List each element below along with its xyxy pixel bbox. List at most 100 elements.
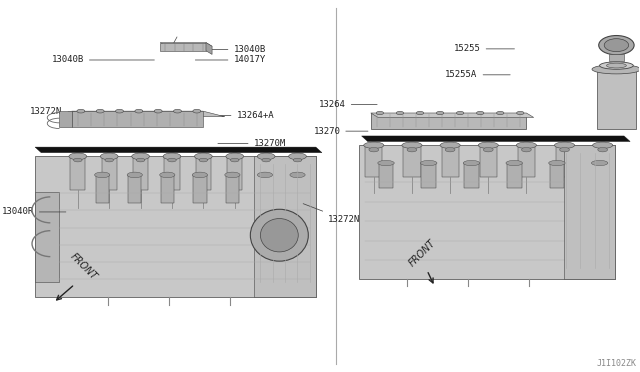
Ellipse shape (516, 111, 524, 115)
Polygon shape (371, 113, 534, 118)
Polygon shape (379, 163, 394, 188)
Text: 13264+A: 13264+A (202, 111, 274, 120)
Ellipse shape (456, 111, 464, 115)
Ellipse shape (154, 109, 162, 113)
Polygon shape (70, 156, 85, 190)
Ellipse shape (604, 39, 628, 52)
Text: FRONT: FRONT (408, 238, 438, 268)
Polygon shape (507, 163, 522, 188)
Polygon shape (290, 156, 305, 190)
Polygon shape (564, 145, 615, 279)
Text: 13264: 13264 (319, 100, 377, 109)
Polygon shape (193, 175, 207, 203)
Text: 15255A: 15255A (445, 70, 510, 79)
Ellipse shape (260, 218, 298, 252)
Polygon shape (609, 54, 624, 61)
Ellipse shape (522, 147, 531, 152)
Ellipse shape (192, 172, 207, 178)
Ellipse shape (378, 160, 394, 166)
Polygon shape (227, 156, 243, 190)
Ellipse shape (95, 172, 110, 178)
Polygon shape (259, 156, 274, 190)
Polygon shape (35, 192, 60, 282)
Ellipse shape (483, 147, 493, 152)
Polygon shape (160, 42, 212, 46)
Polygon shape (72, 111, 203, 128)
Text: 13270: 13270 (314, 126, 368, 136)
Ellipse shape (369, 147, 379, 152)
Polygon shape (160, 42, 206, 51)
Polygon shape (421, 163, 436, 188)
Ellipse shape (497, 111, 504, 115)
Polygon shape (592, 163, 607, 188)
Ellipse shape (591, 160, 608, 166)
Polygon shape (259, 175, 272, 203)
Polygon shape (35, 147, 322, 153)
Ellipse shape (132, 153, 149, 160)
Ellipse shape (364, 142, 384, 148)
Text: FRONT: FRONT (68, 252, 99, 282)
Ellipse shape (250, 209, 308, 261)
Ellipse shape (136, 158, 145, 162)
Polygon shape (291, 175, 304, 203)
Polygon shape (133, 156, 148, 190)
Polygon shape (196, 156, 211, 190)
Ellipse shape (463, 160, 480, 166)
Ellipse shape (376, 111, 383, 115)
Polygon shape (206, 42, 212, 54)
Ellipse shape (478, 142, 499, 148)
Polygon shape (403, 145, 420, 177)
Polygon shape (556, 145, 573, 177)
Ellipse shape (293, 158, 302, 162)
Polygon shape (226, 175, 239, 203)
Ellipse shape (230, 158, 239, 162)
Text: 13272N: 13272N (303, 204, 360, 224)
Ellipse shape (402, 142, 422, 148)
Ellipse shape (96, 109, 104, 113)
Polygon shape (102, 156, 117, 190)
Ellipse shape (193, 109, 201, 113)
Ellipse shape (257, 172, 273, 178)
Ellipse shape (257, 153, 275, 160)
Ellipse shape (440, 142, 460, 148)
Ellipse shape (173, 109, 182, 113)
Ellipse shape (289, 153, 307, 160)
Ellipse shape (516, 142, 536, 148)
Ellipse shape (168, 158, 176, 162)
Text: 13040R: 13040R (2, 208, 66, 217)
Polygon shape (254, 156, 316, 297)
Ellipse shape (74, 158, 82, 162)
Polygon shape (60, 111, 72, 128)
Ellipse shape (195, 153, 212, 160)
Polygon shape (362, 136, 630, 141)
Ellipse shape (600, 62, 633, 69)
Ellipse shape (160, 172, 175, 178)
Ellipse shape (598, 36, 634, 55)
Ellipse shape (548, 160, 565, 166)
Ellipse shape (598, 147, 607, 152)
Ellipse shape (225, 172, 240, 178)
Text: 13270M: 13270M (218, 139, 286, 148)
Ellipse shape (69, 153, 86, 160)
Ellipse shape (417, 111, 424, 115)
Ellipse shape (290, 172, 305, 178)
Text: 13040B: 13040B (204, 45, 266, 54)
Ellipse shape (127, 172, 142, 178)
Ellipse shape (226, 153, 244, 160)
Ellipse shape (199, 158, 207, 162)
Ellipse shape (477, 111, 484, 115)
Ellipse shape (396, 111, 404, 115)
Ellipse shape (554, 142, 575, 148)
Ellipse shape (593, 142, 612, 148)
Ellipse shape (116, 109, 124, 113)
Ellipse shape (592, 65, 640, 74)
Polygon shape (594, 145, 611, 177)
Polygon shape (365, 145, 382, 177)
Polygon shape (164, 156, 180, 190)
Text: 13272N: 13272N (30, 108, 121, 116)
Text: 14017Y: 14017Y (195, 55, 266, 64)
Ellipse shape (436, 111, 444, 115)
Polygon shape (95, 175, 109, 203)
Polygon shape (480, 145, 497, 177)
Polygon shape (128, 175, 141, 203)
